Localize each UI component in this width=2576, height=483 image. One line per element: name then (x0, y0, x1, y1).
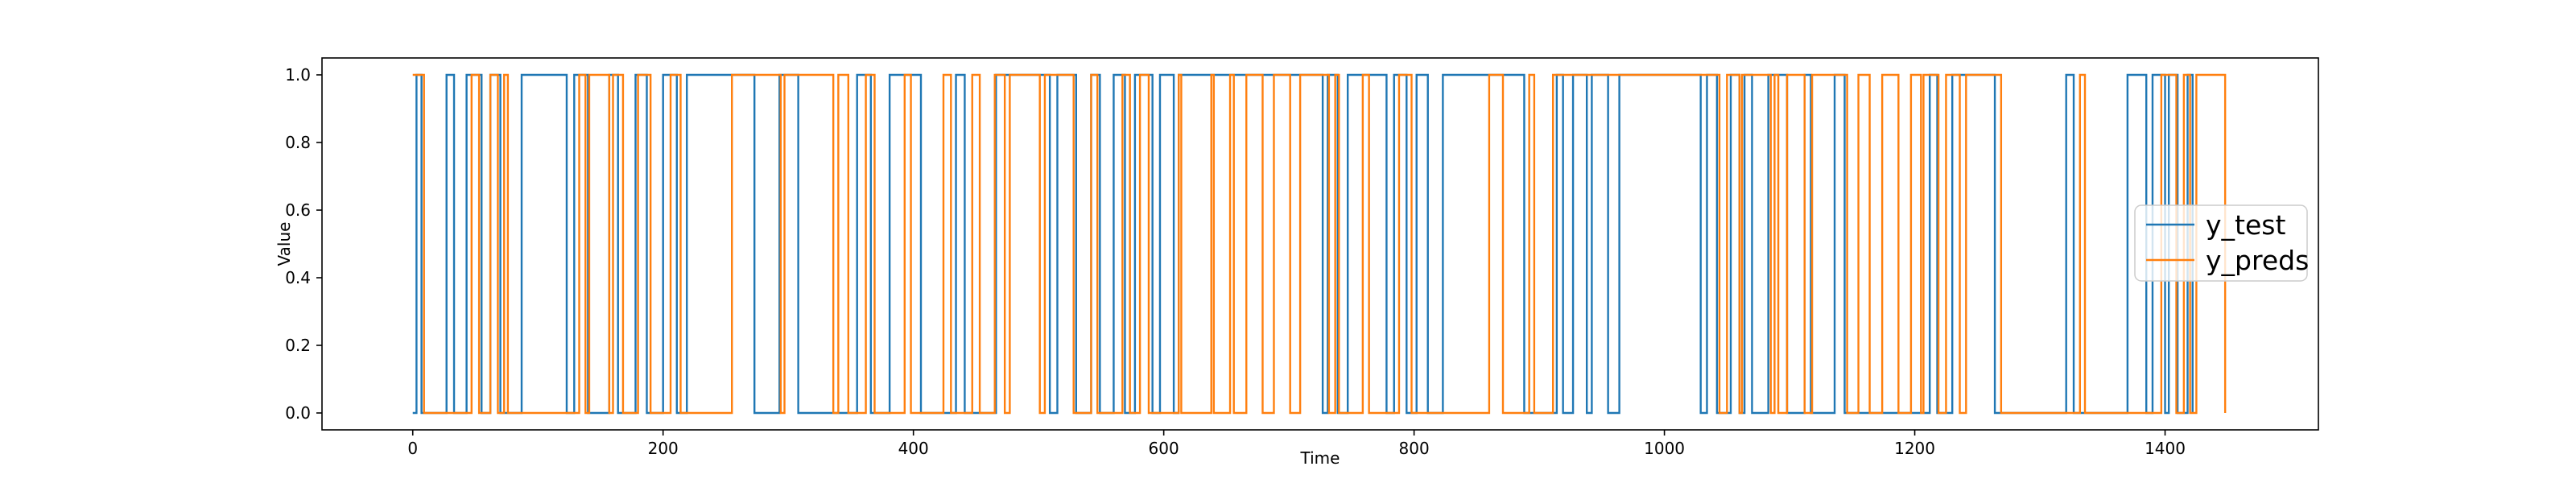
x-tick-label: 600 (1149, 439, 1179, 458)
y-axis: 0.0 0.2 0.4 0.6 0.8 1.0 (285, 65, 322, 423)
x-tick-label: 400 (898, 439, 929, 458)
x-tick-label: 800 (1399, 439, 1430, 458)
y-tick-label: 0.2 (285, 336, 311, 355)
x-tick-label: 1200 (1894, 439, 1935, 458)
series-line-y-preds (412, 73, 2227, 415)
y-tick-label: 0.4 (285, 268, 311, 287)
x-tick-label: 1000 (1644, 439, 1685, 458)
x-axis-label: Time (1300, 448, 1340, 468)
legend: y_test y_preds (2134, 204, 2309, 282)
legend-label-y-test: y_test (2206, 209, 2285, 241)
y-tick-label: 0.8 (285, 133, 311, 152)
x-tick-label: 0 (407, 439, 418, 458)
legend-label-y-preds: y_preds (2206, 245, 2309, 276)
x-axis: 0 200 400 600 800 1000 1200 1400 (407, 430, 2186, 458)
plot-frame (321, 57, 2319, 431)
y-tick-label: 0.0 (285, 403, 311, 423)
series-layer (412, 73, 2227, 415)
y-tick-label: 0.6 (285, 200, 311, 220)
x-tick-label: 1400 (2145, 439, 2186, 458)
x-tick-label: 200 (648, 439, 679, 458)
y-axis-label: Value (275, 222, 294, 266)
y-tick-label: 1.0 (285, 65, 311, 85)
